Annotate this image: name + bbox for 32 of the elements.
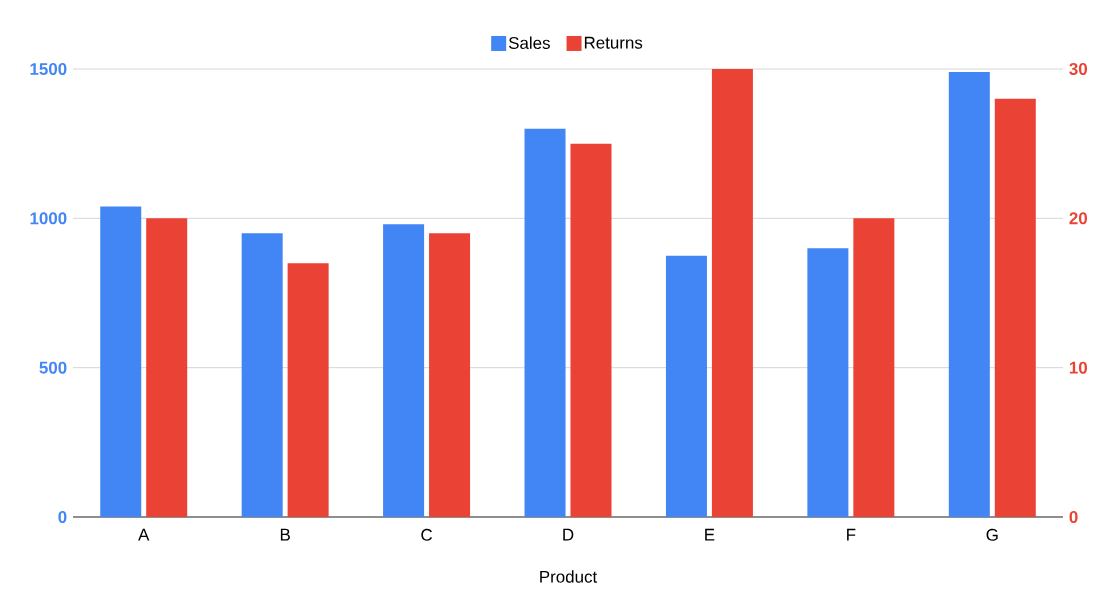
bar xyxy=(853,218,895,517)
y-tick-label: 500 xyxy=(39,361,67,374)
bar xyxy=(429,233,471,517)
bar xyxy=(383,224,425,517)
y2-tick-label: 20 xyxy=(1069,212,1087,225)
x-tick-label: E xyxy=(705,528,715,541)
y2-tick-label: 10 xyxy=(1069,361,1087,374)
x-axis-title: Product xyxy=(540,570,598,583)
bar xyxy=(100,206,142,517)
x-tick-label: F xyxy=(847,528,856,541)
y2-tick-label: 30 xyxy=(1069,62,1087,75)
bar xyxy=(146,218,188,517)
legend-label: Returns xyxy=(584,36,643,49)
bar xyxy=(711,68,753,517)
bar xyxy=(524,128,566,517)
x-tick-label: G xyxy=(986,528,998,541)
x-tick-label: A xyxy=(138,528,150,541)
y-tick-label: 0 xyxy=(58,511,67,523)
x-tick-label: C xyxy=(421,528,433,541)
y-tick-label: 1000 xyxy=(30,212,67,225)
bar xyxy=(570,143,612,517)
bar xyxy=(287,263,329,517)
x-tick-label: B xyxy=(280,528,290,541)
y2-tick-label: 0 xyxy=(1069,511,1078,523)
bar xyxy=(665,255,707,517)
bar xyxy=(948,71,990,517)
legend-label: Sales xyxy=(508,36,550,49)
bar xyxy=(241,233,283,517)
x-tick-label: D xyxy=(563,528,574,541)
bar xyxy=(807,248,849,517)
bar xyxy=(994,98,1036,517)
y-tick-label: 1500 xyxy=(30,63,67,75)
